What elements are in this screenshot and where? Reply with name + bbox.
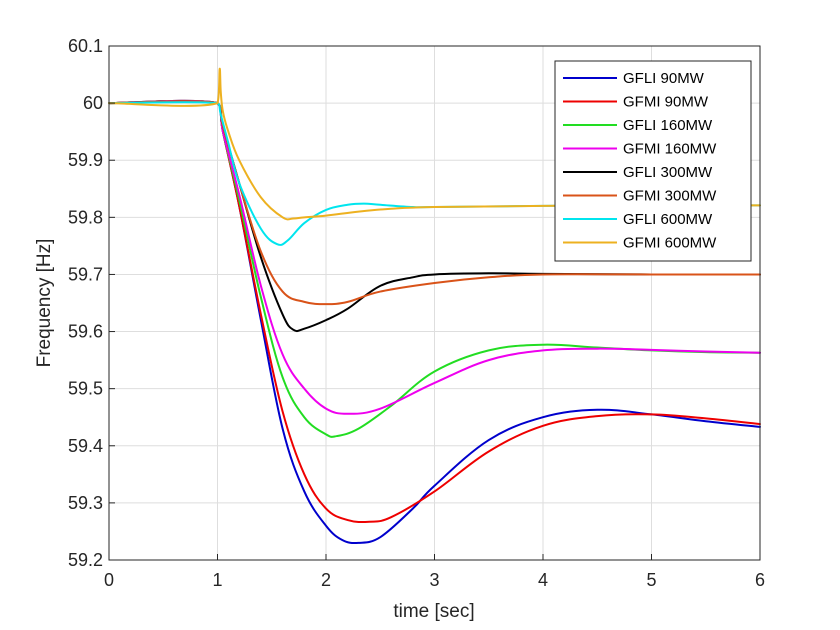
y-tick-label: 59.6 [68, 322, 103, 342]
legend-label: GFMI 160MW [623, 141, 717, 158]
y-tick-label: 59.4 [68, 436, 103, 456]
y-tick-label: 59.9 [68, 150, 103, 170]
legend-label: GFMI 600MW [623, 235, 717, 252]
y-tick-label: 59.8 [68, 207, 103, 227]
y-tick-label: 59.7 [68, 264, 103, 284]
y-axis-label: Frequency [Hz] [34, 239, 55, 368]
tick-labels: 0 1 2 3 4 5 6 59.2 59.3 59.4 59.5 59.6 59.7 59.8 59.9 6… [68, 36, 765, 590]
y-tick-label: 60 [83, 93, 103, 113]
legend-box [554, 60, 752, 262]
x-tick-label: 5 [646, 570, 656, 590]
y-tick-label: 59.5 [68, 379, 103, 399]
y-tick-label: 59.2 [68, 550, 103, 570]
x-tick-label: 2 [321, 570, 331, 590]
legend: GFLI 90MW GFMI 90MW GFLI 160MW GFMI 160MW GF… [554, 60, 752, 262]
x-tick-label: 4 [538, 570, 548, 590]
x-tick-label: 3 [429, 570, 439, 590]
series-line-8 [108, 67, 761, 221]
legend-label: GFLI 600MW [623, 211, 713, 228]
legend-label: GFLI 300MW [623, 164, 713, 181]
y-tick-label: 59.3 [68, 493, 103, 513]
legend-label: GFMI 90MW [623, 94, 709, 111]
plot-area [108, 67, 761, 545]
x-tick-label: 1 [212, 570, 222, 590]
legend-label: GFMI 300MW [623, 188, 717, 205]
legend-label: GFLI 160MW [623, 117, 713, 134]
x-tick-label: 0 [104, 570, 114, 590]
legend-label: GFLI 90MW [623, 70, 705, 87]
series-line-4 [108, 99, 761, 415]
x-axis-label: time [sec] [393, 601, 474, 622]
x-tick-label: 6 [755, 570, 765, 590]
y-tick-label: 60.1 [68, 36, 103, 56]
